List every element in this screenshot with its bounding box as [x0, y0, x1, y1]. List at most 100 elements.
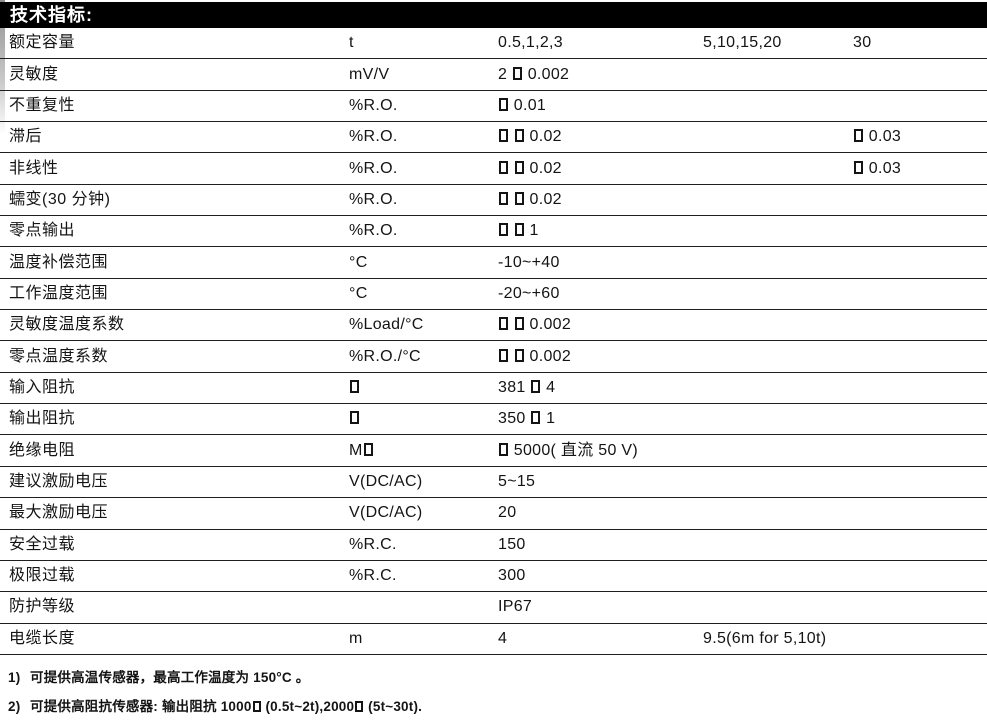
missing-glyph-box	[499, 442, 508, 456]
spec-value-primary: 381 4	[498, 378, 556, 396]
spec-value-primary: IP67	[498, 598, 533, 616]
missing-glyph-box	[531, 379, 541, 393]
spec-label: 零点温度系数	[9, 347, 109, 365]
spec-unit: %R.O.	[349, 96, 398, 114]
spec-label: 零点输出	[9, 222, 76, 240]
spec-unit: %R.C.	[349, 535, 397, 553]
spec-unit: V(DC/AC)	[349, 504, 423, 522]
spec-value-primary: 0.5,1,2,3	[498, 34, 563, 52]
spec-unit: mV/V	[349, 65, 390, 83]
missing-glyph-box	[350, 411, 359, 425]
spec-label: 建议激励电压	[9, 472, 109, 490]
spec-unit: V(DC/AC)	[349, 472, 423, 490]
spec-row: 输出阻抗 350 1	[0, 404, 987, 436]
spec-row: 滞后 %R.O. 0.02 0.03	[0, 122, 987, 154]
spec-row: 不重复性 %R.O. 0.01	[0, 91, 987, 123]
spec-unit: %R.O.	[349, 190, 398, 208]
spec-label: 绝缘电阻	[9, 441, 76, 459]
missing-glyph-box	[350, 379, 359, 393]
spec-row: 防护等级 IP67	[0, 592, 987, 624]
spec-label: 不重复性	[9, 96, 76, 114]
missing-glyph-box	[531, 411, 541, 425]
spec-row: 额定容量 t 0.5,1,2,3 5,10,15,20 30	[0, 28, 987, 60]
spec-unit	[349, 379, 498, 396]
spec-value-primary: 0.002	[498, 317, 703, 333]
spec-row: 零点温度系数 %R.O./°C 0.002	[0, 341, 987, 373]
spec-label: 安全过载	[9, 535, 76, 553]
spec-value-primary: 5~15	[498, 472, 536, 490]
missing-glyph-box	[499, 191, 508, 205]
spec-label: 输出阻抗	[9, 410, 76, 428]
spec-value-primary: 0.01	[498, 97, 703, 114]
spec-value-primary: 2 0.002	[498, 65, 570, 83]
spec-value-tertiary: 0.03	[853, 160, 987, 177]
footnote-text: 可提供高温传感器，最高工作温度为 150°C 。	[30, 670, 310, 685]
spec-value-primary: -10~+40	[498, 253, 560, 271]
footnote-marker: 2)	[8, 699, 21, 714]
spec-row: 灵敏度 mV/V 2 0.002	[0, 59, 987, 91]
spec-label: 温度补偿范围	[9, 253, 109, 271]
missing-glyph-box	[514, 317, 524, 331]
spec-value-primary: 0.002	[498, 348, 703, 365]
spec-label: 工作温度范围	[9, 284, 109, 302]
spec-label: 灵敏度温度系数	[9, 316, 125, 334]
spec-row: 电缆长度 m 4 9.5(6m for 5,10t)	[0, 624, 987, 655]
spec-label: 输入阻抗	[9, 378, 76, 396]
spec-unit: M	[349, 442, 498, 459]
spec-label: 非线性	[9, 159, 59, 177]
missing-glyph-box	[854, 129, 863, 143]
spec-row: 零点输出 %R.O. 1	[0, 216, 987, 248]
spec-row: 建议激励电压 V(DC/AC) 5~15	[0, 467, 987, 499]
missing-glyph-box	[514, 348, 524, 362]
spec-label: 蠕变(30 分钟)	[9, 190, 111, 208]
spec-unit: °C	[349, 284, 368, 302]
spec-row: 极限过载 %R.C. 300	[0, 561, 987, 593]
scan-edge-artifact	[0, 0, 5, 135]
missing-glyph-box	[514, 129, 524, 143]
missing-glyph-box	[514, 191, 524, 205]
spec-row: 工作温度范围 °C -20~+60	[0, 279, 987, 311]
spec-value-primary: 20	[498, 504, 517, 522]
spec-value-primary: 5000( 直流 50 V)	[498, 442, 703, 459]
spec-row: 非线性 %R.O. 0.02 0.03	[0, 153, 987, 185]
missing-glyph-box	[363, 442, 373, 456]
spec-value-primary: 0.02	[498, 160, 703, 177]
footnote-text: 可提供高阻抗传感器: 输出阻抗 1000 (0.5t~2t),2000 (5t~…	[30, 699, 423, 714]
spec-unit: %R.O.	[349, 159, 398, 177]
section-title: 技术指标:	[10, 5, 93, 25]
spec-unit: %R.O./°C	[349, 347, 421, 365]
spec-row: 温度补偿范围 °C -10~+40	[0, 247, 987, 279]
spec-unit: °C	[349, 253, 368, 271]
spec-row: 安全过载 %R.C. 150	[0, 530, 987, 561]
spec-value-primary: 0.02	[498, 129, 703, 145]
spec-row: 蠕变(30 分钟) %R.O. 0.02	[0, 185, 987, 217]
missing-glyph-box	[355, 701, 364, 712]
spec-value-primary: -20~+60	[498, 284, 560, 302]
spec-value-primary: 350 1	[498, 410, 556, 428]
spec-value-primary: 0.02	[498, 191, 703, 208]
spec-unit: %R.O.	[349, 128, 398, 146]
spec-label: 电缆长度	[9, 629, 76, 647]
missing-glyph-box	[512, 66, 522, 80]
spec-label: 防护等级	[9, 598, 76, 616]
missing-glyph-box	[514, 160, 524, 174]
spec-row: 最大激励电压 V(DC/AC) 20	[0, 498, 987, 530]
spec-value-tertiary: 0.03	[853, 129, 987, 145]
footnote: 1) 可提供高温传感器，最高工作温度为 150°C 。	[0, 666, 987, 686]
spec-value-secondary: 9.5(6m for 5,10t)	[703, 629, 827, 647]
missing-glyph-box	[499, 129, 508, 143]
spec-value-primary: 300	[498, 567, 526, 585]
spec-label: 极限过载	[9, 567, 76, 585]
missing-glyph-box	[514, 223, 524, 237]
spec-unit: t	[349, 34, 354, 52]
spec-row: 绝缘电阻 M 5000( 直流 50 V)	[0, 435, 987, 467]
missing-glyph-box	[854, 160, 863, 174]
missing-glyph-box	[499, 160, 508, 174]
missing-glyph-box	[499, 348, 508, 362]
spec-unit: %Load/°C	[349, 316, 424, 334]
spec-row: 灵敏度温度系数 %Load/°C 0.002	[0, 310, 987, 342]
spec-label: 滞后	[9, 128, 43, 146]
footnote: 2) 可提供高阻抗传感器: 输出阻抗 1000 (0.5t~2t),2000 (…	[0, 695, 987, 715]
footnotes: 1) 可提供高温传感器，最高工作温度为 150°C 。 2) 可提供高阻抗传感器…	[0, 666, 987, 723]
